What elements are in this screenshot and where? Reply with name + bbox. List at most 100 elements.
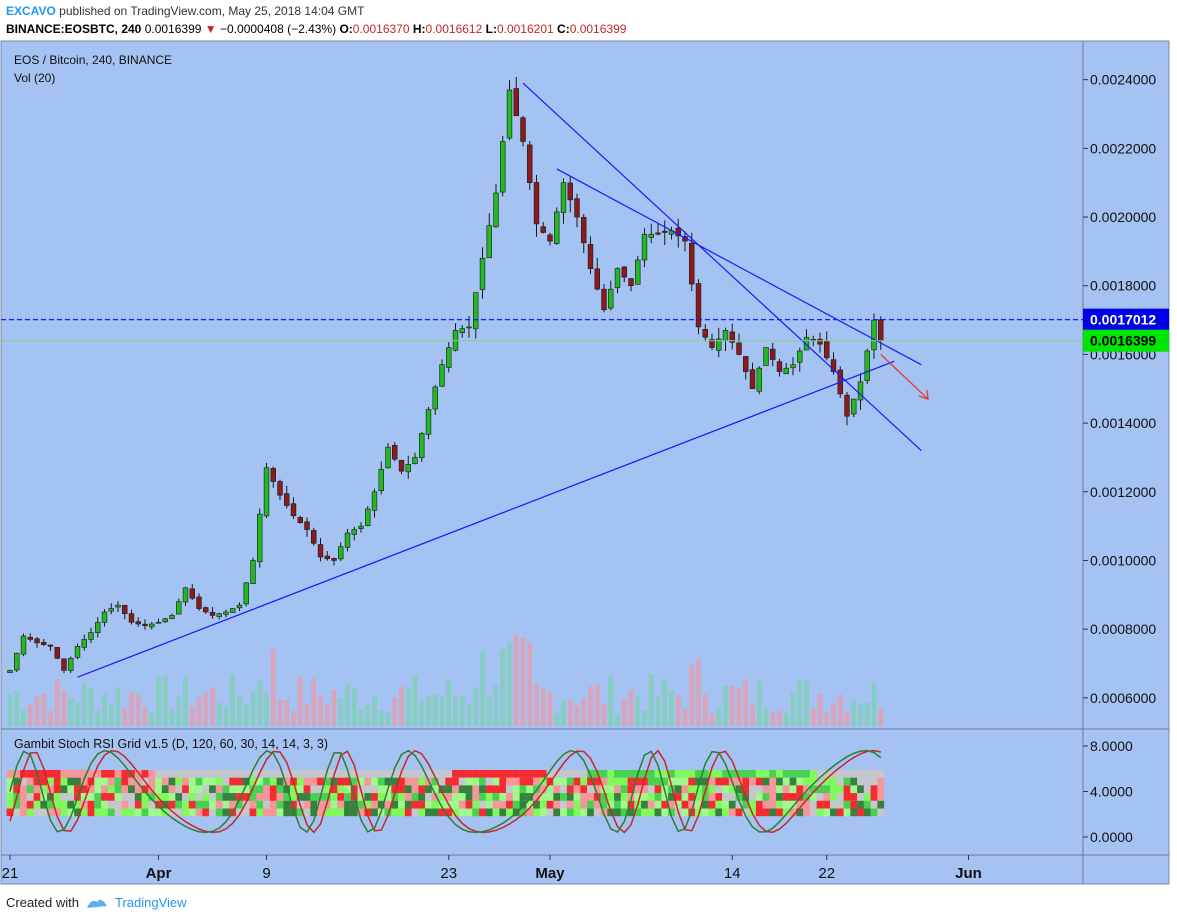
- grid-cell: [357, 777, 365, 786]
- grid-cell: [290, 785, 297, 794]
- grid-cell: [863, 785, 871, 794]
- candle: [459, 328, 465, 334]
- grid-cell: [323, 808, 331, 817]
- candle: [365, 508, 371, 527]
- grid-cell: [823, 793, 831, 801]
- volume-bar: [54, 678, 60, 726]
- candle: [176, 601, 182, 615]
- grid-cell: [539, 808, 547, 817]
- candle: [324, 555, 330, 560]
- grid-cell: [796, 770, 804, 778]
- grid-cell: [13, 770, 21, 778]
- grid-cell: [168, 800, 176, 809]
- grid-cell: [715, 800, 723, 809]
- grid-cell: [209, 777, 216, 786]
- candle: [304, 521, 310, 530]
- grid-cell: [539, 785, 547, 794]
- volume-bar: [439, 696, 445, 726]
- volume-bar: [68, 697, 74, 726]
- grid-cell: [776, 777, 783, 786]
- grid-cell: [492, 777, 500, 786]
- volume-bar: [412, 675, 418, 726]
- grid-cell: [620, 808, 628, 817]
- grid-cell: [641, 785, 648, 794]
- grid-cell: [188, 777, 196, 786]
- grid-cell: [13, 785, 21, 794]
- grid-cell: [668, 793, 675, 801]
- volume-bar: [318, 695, 323, 726]
- grid-cell: [782, 800, 790, 809]
- volume-bar: [669, 690, 674, 726]
- grid-cell: [627, 770, 635, 778]
- grid-cell: [654, 808, 662, 817]
- grid-cell: [600, 770, 608, 778]
- grid-cell: [222, 777, 230, 786]
- grid-cell: [519, 793, 527, 801]
- grid-cell: [141, 770, 149, 778]
- candle: [466, 326, 472, 329]
- grid-cell: [256, 777, 264, 786]
- grid-cell: [101, 800, 108, 809]
- grid-cell: [452, 800, 459, 809]
- grid-cell: [735, 785, 743, 794]
- candle: [122, 604, 128, 614]
- volume-bar: [453, 695, 458, 726]
- candle: [783, 367, 789, 375]
- candle: [378, 469, 384, 492]
- candle: [101, 611, 108, 623]
- volume-bar: [385, 712, 391, 726]
- grid-cell: [755, 793, 763, 801]
- grid-cell: [580, 777, 588, 786]
- candle: [115, 604, 121, 608]
- grid-cell: [722, 793, 729, 801]
- volume-bar: [844, 711, 850, 726]
- stoch-d-line: [9, 749, 881, 834]
- grid-cell: [391, 808, 399, 817]
- grid-cell: [452, 770, 459, 778]
- grid-cell: [560, 800, 567, 809]
- volume-bar: [351, 687, 357, 726]
- grid-cell: [863, 770, 871, 778]
- volume-bar: [75, 702, 80, 726]
- grid-cell: [263, 800, 270, 809]
- grid-cell: [94, 800, 102, 809]
- candle: [223, 611, 229, 615]
- volume-bar: [493, 684, 499, 726]
- grid-cell: [479, 785, 486, 794]
- grid-cell: [60, 808, 68, 817]
- grid-cell: [249, 777, 257, 786]
- grid-cell: [60, 770, 68, 778]
- grid-cell: [222, 793, 230, 801]
- grid-cell: [175, 770, 183, 778]
- volume-bar: [466, 703, 472, 726]
- grid-cell: [701, 777, 709, 786]
- grid-cell: [310, 800, 318, 809]
- grid-cell: [276, 777, 284, 786]
- falling-resistance-2-line: [556, 168, 922, 366]
- grid-cell: [283, 793, 291, 801]
- author-link[interactable]: EXCAVO: [6, 4, 56, 18]
- grid-cell: [303, 770, 311, 778]
- grid-cell: [553, 785, 561, 794]
- grid-cell: [870, 793, 878, 801]
- grid-cell: [863, 800, 871, 809]
- grid-cell: [445, 777, 453, 786]
- grid-cell: [384, 777, 392, 786]
- grid-cell: [742, 800, 750, 809]
- volume-bar: [216, 702, 222, 726]
- grid-cell: [80, 808, 88, 817]
- grid-cell: [350, 808, 358, 817]
- chart-svg[interactable]: 0.0024000 0.0022000 0.0020000 0.0018000 0.00…: [0, 40, 1177, 885]
- candle: [169, 615, 175, 620]
- grid-cell: [404, 800, 412, 809]
- grid-cell: [755, 777, 763, 786]
- grid-cell: [269, 777, 277, 786]
- grid-cell: [134, 785, 142, 794]
- grid-cell: [209, 808, 216, 817]
- grid-cell: [593, 808, 601, 817]
- grid-cell: [607, 793, 615, 801]
- tradingview-link[interactable]: TradingView: [114, 895, 187, 910]
- grid-cell: [688, 785, 696, 794]
- grid-cell: [121, 808, 129, 817]
- grid-cell: [242, 770, 250, 778]
